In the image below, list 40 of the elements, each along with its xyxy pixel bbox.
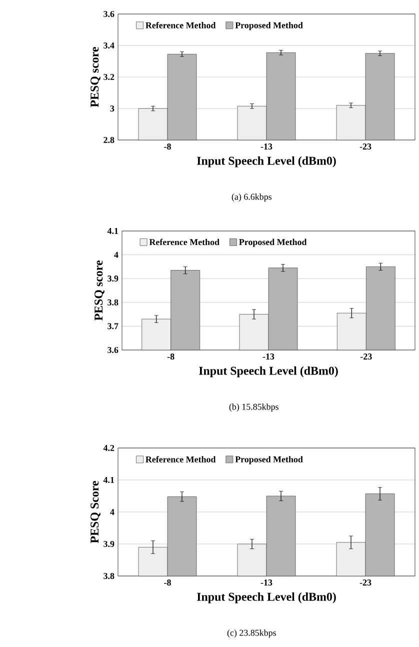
x-tick-label: -23 [360,144,372,150]
y-tick-label: 3.6 [108,346,118,354]
y-tick-label: 3.8 [108,299,118,306]
y-tick-label: 3.6 [104,10,114,18]
y-tick-label: 2.8 [104,136,114,144]
legend-label: Reference Method [146,22,216,28]
y-axis-title: PESQ score [90,47,100,108]
x-tick-label: -23 [360,580,372,586]
y-tick-label: 4.2 [103,444,114,452]
y-tick-label: 4 [110,509,114,515]
x-axis-title: Input Speech Level (dBm0) [196,592,336,604]
y-tick-label: 3.9 [108,276,118,282]
x-tick-label: -13 [260,144,272,150]
text: (c) 23.85kbps [227,630,276,638]
y-tick-label: 3.2 [104,74,114,80]
x-tick-label: -8 [164,580,171,586]
y-tick-label: 4.1 [107,228,118,234]
legend-label: Reference Method [146,456,216,462]
y-tick-label: 3 [110,105,114,112]
y-tick-label: 3.7 [108,323,118,330]
y-tick-label: 4 [114,252,118,258]
y-tick-label: 3.4 [104,42,114,49]
x-axis-title: Input Speech Level (dBm0) [198,366,338,378]
legend-label: Reference Method [149,238,220,246]
x-tick-label: -13 [260,580,272,586]
legend-label: Proposed Method [239,238,307,247]
legend-label: Proposed Method [235,22,303,30]
text: (a) 6.6kbps [232,194,272,202]
x-tick-label: -13 [262,354,274,360]
legend-label: Proposed Method [235,456,303,464]
y-tick-label: 3.9 [104,540,114,548]
x-tick-label: -8 [167,354,174,360]
y-tick-label: 4.1 [103,476,114,484]
y-tick-label: 3.8 [104,572,114,580]
text: (b) 15.85kbps [229,404,278,412]
y-axis-title: PESQ score [94,260,104,321]
x-tick-label: -8 [164,144,171,150]
y-axis-title: PESQ Score [90,481,100,544]
x-axis-title: Input Speech Level (dBm0) [196,156,336,168]
x-tick-label: -23 [360,354,372,360]
